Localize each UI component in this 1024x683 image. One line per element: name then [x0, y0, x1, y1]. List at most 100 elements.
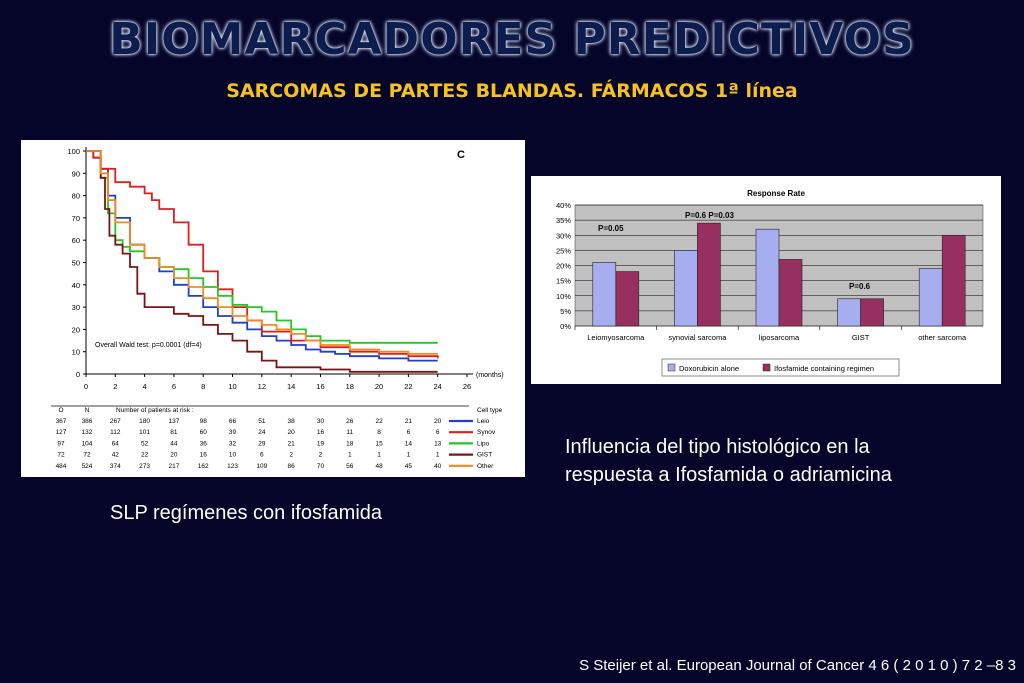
risk-header-n: N: [85, 407, 90, 414]
page-title: BIOMARCADORES PREDICTIVOS: [109, 14, 915, 65]
km-chart-panel: 0 10 20 30 40 50 60 70 80 90 100 0 2 4 6 8 10 12 14 16 18 20 2…: [21, 140, 525, 477]
risk-row-count: 22: [141, 452, 149, 459]
risk-legend-title: Cell type: [477, 407, 503, 414]
risk-row-o: 484: [56, 463, 67, 470]
risk-header-title: Number of patients at risk :: [116, 407, 194, 414]
km-x-tick-label: 14: [287, 382, 295, 391]
caption-left: SLP regímenes con ifosfamida: [110, 502, 383, 524]
km-x-axis-label: (months): [476, 372, 504, 379]
bar-x-tick-label: other sarcoma: [918, 333, 967, 342]
risk-row-count: 162: [198, 463, 209, 470]
bar-doxo-3: [837, 298, 861, 327]
risk-row-count: 38: [288, 418, 296, 425]
bar-doxo-2: [755, 228, 780, 327]
km-y-tick-label: 80: [72, 192, 80, 201]
risk-row-count: 13: [434, 440, 442, 447]
risk-legend-label: Synov: [477, 429, 496, 436]
risk-row-count: 109: [256, 463, 267, 470]
risk-row-n: 104: [82, 440, 93, 447]
risk-row-count: 51: [258, 418, 266, 425]
risk-row-count: 1: [348, 452, 352, 459]
bar-ifos-0: [615, 271, 640, 327]
risk-row-count: 48: [375, 463, 383, 470]
risk-row-count: 16: [317, 429, 325, 436]
bar-y-tick-label: 30%: [556, 231, 571, 240]
bar-y-tick-label: 35%: [556, 216, 571, 225]
risk-row-count: 56: [346, 463, 354, 470]
risk-row-count: 39: [229, 429, 237, 436]
bar-ifos-2: [778, 259, 803, 327]
risk-legend-label: GIST: [477, 452, 492, 459]
risk-row-count: 137: [168, 418, 179, 425]
km-annotation: Overall Wald test: p=0.0001 (df=4): [95, 342, 202, 349]
risk-row-count: 44: [170, 440, 178, 447]
risk-legend-label: Leio: [477, 418, 490, 425]
risk-row-n: 524: [82, 463, 93, 470]
risk-row-count: 101: [139, 429, 150, 436]
risk-row-count: 14: [405, 440, 413, 447]
risk-row-o: 72: [57, 452, 65, 459]
km-y-tick-label: 30: [72, 303, 80, 312]
km-x-tick-label: 26: [463, 382, 471, 391]
risk-row-count: 19: [317, 440, 325, 447]
km-panel-label: C: [457, 149, 465, 161]
risk-row-n: 132: [82, 429, 93, 436]
risk-header-o: O: [58, 407, 63, 414]
risk-row-o: 97: [57, 440, 65, 447]
risk-row-count: 1: [407, 452, 411, 459]
risk-row-count: 123: [227, 463, 238, 470]
risk-row-count: 20: [434, 418, 442, 425]
bar-annotation: P=0.05: [598, 224, 624, 233]
bar-y-tick-label: 15%: [556, 277, 571, 286]
km-y-tick-label: 90: [72, 169, 80, 178]
bar-legend-label: Ifosfamide containing regimen: [774, 364, 874, 373]
km-x-tick-label: 18: [346, 382, 354, 391]
km-series-lipo: [86, 150, 438, 344]
risk-row-count: 180: [139, 418, 150, 425]
km-series-gist: [86, 150, 438, 373]
risk-row-count: 86: [288, 463, 296, 470]
bar-y-tick-label: 10%: [556, 292, 571, 301]
risk-row-count: 10: [229, 452, 237, 459]
bar-legend-swatch-ifos: [762, 363, 771, 372]
risk-row-count: 21: [405, 418, 413, 425]
risk-row-count: 30: [317, 418, 325, 425]
bar-x-tick-label: synovial sarcoma: [668, 333, 727, 342]
km-y-tick-label: 10: [72, 348, 80, 357]
bar-y-tick-label: 20%: [556, 262, 571, 271]
risk-row-count: 267: [110, 418, 121, 425]
risk-row-count: 1: [377, 452, 381, 459]
km-series-synov: [86, 150, 439, 359]
km-x-tick-label: 10: [228, 382, 236, 391]
risk-row-count: 1: [436, 452, 440, 459]
risk-row-count: 45: [405, 463, 413, 470]
risk-row-o: 367: [56, 418, 67, 425]
km-x-tick-label: 20: [375, 382, 383, 391]
risk-row-count: 16: [200, 452, 208, 459]
caption-right: Influencia del tipo histológico en la re…: [565, 433, 985, 489]
km-x-tick-label: 4: [143, 382, 147, 391]
km-y-tick-label: 0: [76, 370, 80, 379]
risk-row-count: 24: [258, 429, 266, 436]
risk-row-count: 217: [168, 463, 179, 470]
risk-row-count: 11: [346, 429, 353, 436]
risk-legend-label: Lipo: [477, 440, 490, 447]
km-y-tick-label: 100: [67, 147, 80, 156]
risk-legend-label: Other: [477, 463, 494, 470]
risk-row-count: 40: [434, 463, 442, 470]
risk-row-count: 112: [110, 429, 121, 436]
bar-title: Response Rate: [747, 189, 805, 198]
bar-annotation: P=0.6: [849, 282, 871, 291]
risk-row-count: 8: [377, 429, 381, 436]
caption-right-line2: respuesta a Ifosfamida o adriamicina: [565, 464, 892, 486]
risk-row-count: 6: [407, 429, 411, 436]
km-y-tick-label: 50: [72, 259, 80, 268]
km-x-tick-label: 16: [316, 382, 324, 391]
km-x-tick-label: 22: [404, 382, 412, 391]
risk-row-count: 22: [375, 418, 383, 425]
bar-y-tick-label: 25%: [556, 246, 571, 255]
bar-doxo-4: [918, 268, 943, 327]
risk-row-count: 29: [258, 440, 266, 447]
bar-x-tick-label: GIST: [852, 333, 870, 342]
km-y-tick-label: 20: [72, 325, 80, 334]
